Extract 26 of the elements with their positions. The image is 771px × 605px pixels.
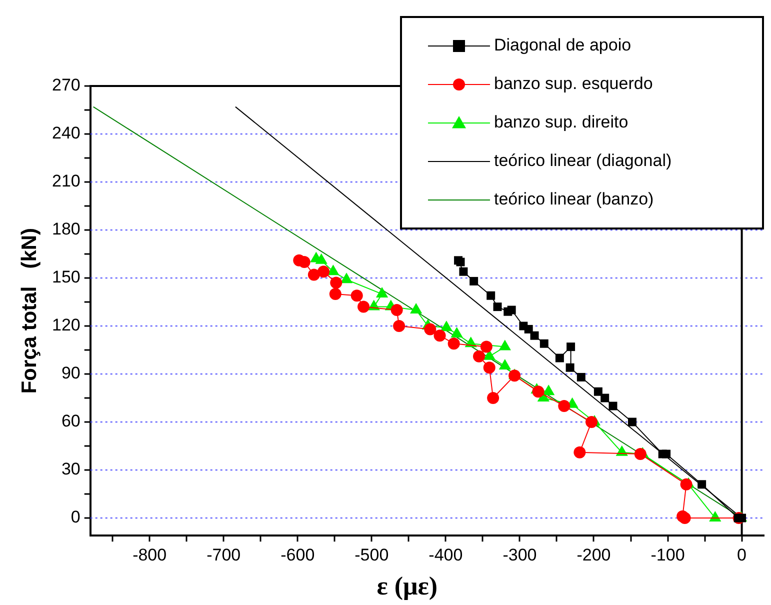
y-tick-label: 270 [52, 76, 80, 95]
legend-label: Diagonal de apoio [494, 36, 632, 55]
y-tick-label: 240 [52, 124, 80, 143]
y-tick-label: 180 [52, 220, 80, 239]
y-tick-label: 150 [52, 268, 80, 287]
legend-label: teórico linear (diagonal) [494, 151, 672, 170]
x-tick-label: -800 [132, 545, 167, 564]
y-tick-label: 90 [61, 364, 80, 383]
y-tick-label: 60 [61, 412, 80, 431]
y-tick-label: 120 [52, 316, 80, 335]
x-axis-title: ε (με) [376, 572, 438, 601]
y-axis-title: Força total (kN) [18, 228, 41, 394]
x-tick-label: -600 [280, 545, 315, 564]
x-tick-label: -700 [206, 545, 241, 564]
x-tick-label: -400 [428, 545, 463, 564]
legend-label: teórico linear (banzo) [494, 190, 654, 209]
y-tick-label: 210 [52, 172, 80, 191]
x-tick-label: 0 [737, 545, 747, 564]
y-tick-label: 30 [61, 460, 80, 479]
x-tick-label: -100 [650, 545, 685, 564]
x-tick-label: -300 [502, 545, 537, 564]
x-tick-label: -500 [354, 545, 389, 564]
legend-label: banzo sup. direito [494, 112, 628, 132]
legend-label: banzo sup. esquerdo [494, 74, 653, 94]
y-tick-label: 0 [70, 508, 80, 527]
x-tick-label: -200 [576, 545, 611, 564]
